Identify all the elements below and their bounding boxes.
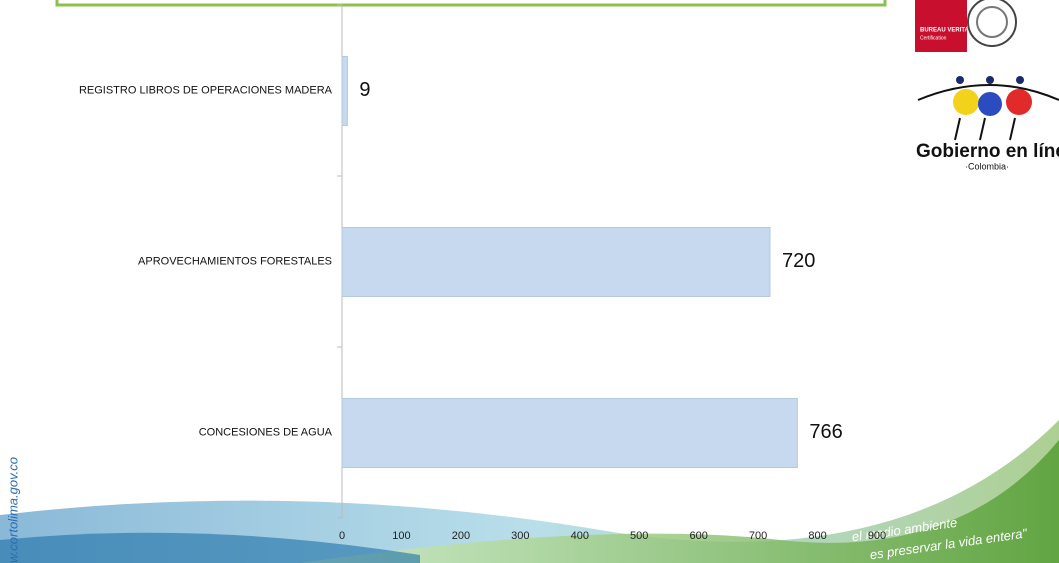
x-tick-label: 200 bbox=[452, 530, 470, 542]
website: w.cortolima.gov.co bbox=[5, 457, 20, 563]
header-box bbox=[55, 0, 887, 7]
x-tick-label: 100 bbox=[392, 530, 410, 542]
swoosh bbox=[0, 532, 420, 563]
slogan-line: "Preservar bbox=[827, 503, 890, 526]
certifier: BUREAU VERITAS bbox=[920, 28, 973, 34]
swoosh bbox=[0, 420, 1059, 563]
gov-country: ·Colombia· bbox=[965, 161, 1009, 171]
gov-logo: Gobierno en línea ·Colombia· bbox=[916, 76, 1059, 171]
x-tick-label: 900 bbox=[868, 530, 886, 542]
x-tick-label: 400 bbox=[571, 530, 589, 542]
x-tick-label: 800 bbox=[808, 530, 826, 542]
y-tick-label: CONCESIONES DE AGUA bbox=[199, 426, 333, 438]
x-tick-label: 500 bbox=[630, 530, 648, 542]
x-tick-label: 0 bbox=[339, 530, 345, 542]
y-tick-label: REGISTRO LIBROS DE OPERACIONES MADERA bbox=[79, 84, 333, 96]
y-tick-label: APROVECHAMIENTOS FORESTALES bbox=[138, 255, 332, 267]
x-tick-label: 300 bbox=[511, 530, 529, 542]
chart: 0 100 200 300 400 500 600 700 800 900 REGISTRO LIB… bbox=[79, 4, 886, 542]
certifier-logo: BUREAU VERITAS Certification bbox=[915, 0, 1017, 52]
bar bbox=[341, 398, 798, 468]
bar bbox=[341, 227, 771, 297]
gov-name: Gobierno en línea bbox=[916, 141, 1059, 162]
certification: Certification bbox=[920, 35, 947, 41]
x-tick-label: 700 bbox=[749, 530, 767, 542]
data-label: 766 bbox=[809, 421, 842, 443]
bar bbox=[341, 56, 348, 126]
data-label: 9 bbox=[359, 79, 370, 101]
swoosh bbox=[300, 440, 1059, 563]
x-tick-label: 600 bbox=[689, 530, 707, 542]
data-label: 720 bbox=[782, 250, 815, 272]
